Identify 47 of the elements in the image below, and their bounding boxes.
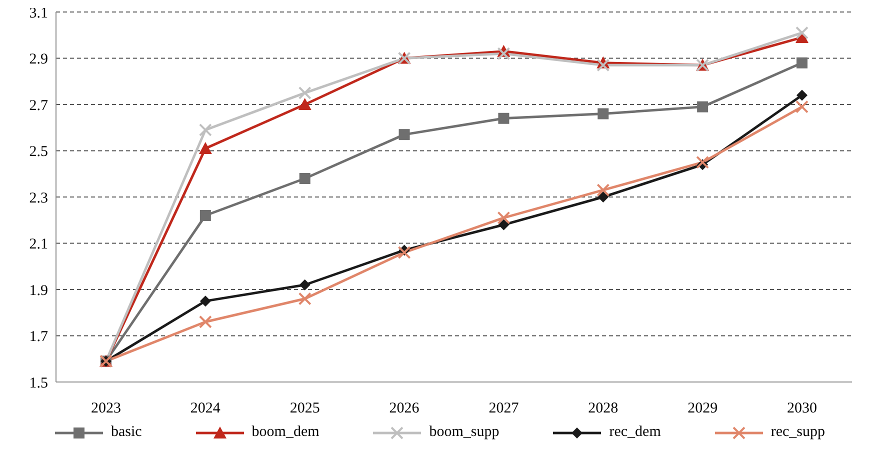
x-tick-label: 2028 <box>588 400 618 417</box>
point <box>299 279 310 290</box>
x-tick-label: 2024 <box>190 400 221 417</box>
point <box>298 292 312 306</box>
point <box>198 315 212 328</box>
point <box>498 112 510 124</box>
point <box>398 246 411 259</box>
point <box>696 156 710 169</box>
legend-label: rec_supp <box>770 424 825 441</box>
point <box>796 100 808 114</box>
point <box>796 26 808 40</box>
point <box>298 86 312 100</box>
point <box>200 296 211 307</box>
x-tick-label: 2027 <box>488 400 520 417</box>
point <box>796 90 808 101</box>
point <box>198 123 212 136</box>
point <box>498 219 510 230</box>
point <box>398 129 410 140</box>
y-tick-label: 2.7 <box>29 98 48 114</box>
y-tick-label: 1.7 <box>29 329 48 346</box>
point <box>497 211 510 224</box>
y-tick-label: 2.3 <box>29 190 48 206</box>
y-tick-label: 2.5 <box>29 144 48 160</box>
x-tick-label: 2029 <box>688 400 718 417</box>
legend-label: boom_supp <box>429 424 500 441</box>
x-tick-label: 2023 <box>91 400 121 417</box>
point <box>598 192 609 202</box>
point <box>596 184 610 197</box>
y-tick-label: 1.9 <box>29 282 48 299</box>
point <box>796 57 808 68</box>
x-tick-label: 2030 <box>787 400 817 417</box>
point <box>697 101 708 112</box>
legend-label: boom_dem <box>252 424 320 441</box>
x-tick-label: 2025 <box>290 400 320 417</box>
point <box>298 98 312 110</box>
point <box>198 142 212 154</box>
point <box>598 108 609 120</box>
point <box>596 58 610 72</box>
point <box>497 47 510 60</box>
y-tick-label: 2.1 <box>29 236 48 253</box>
legend-label: basic <box>110 424 142 441</box>
y-tick-label: 1.5 <box>29 375 48 392</box>
x-tick-label: 2026 <box>389 400 420 417</box>
legend-label: rec_dem <box>609 424 661 441</box>
point <box>299 173 310 184</box>
point <box>200 210 211 221</box>
y-tick-label: 2.9 <box>29 52 48 68</box>
